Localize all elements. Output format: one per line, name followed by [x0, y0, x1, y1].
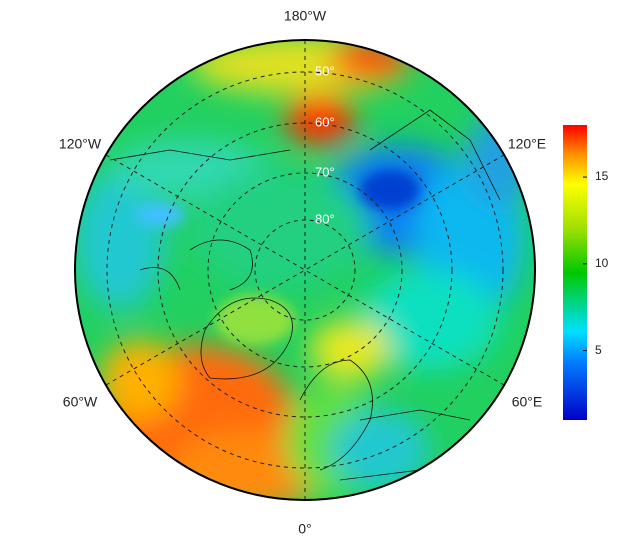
longitude-label: 180°W	[284, 8, 327, 24]
longitude-label: 60°W	[63, 394, 98, 410]
graticule	[105, 40, 505, 500]
colorbar-tick-label: 15	[595, 169, 609, 183]
longitude-label: 120°W	[59, 136, 102, 152]
longitude-label: 60°E	[512, 394, 543, 410]
colorbar	[563, 125, 587, 420]
longitude-label: 0°	[298, 521, 311, 537]
colorbar-tick-label: 10	[595, 256, 609, 270]
latitude-label: 60°	[315, 114, 335, 129]
colorbar-tick-label: 5	[595, 343, 602, 357]
longitude-label: 120°E	[508, 136, 546, 152]
latitude-label: 50°	[315, 63, 335, 78]
map-border	[74, 39, 536, 501]
latitude-label: 80°	[315, 211, 335, 226]
latitude-label: 70°	[315, 164, 335, 179]
